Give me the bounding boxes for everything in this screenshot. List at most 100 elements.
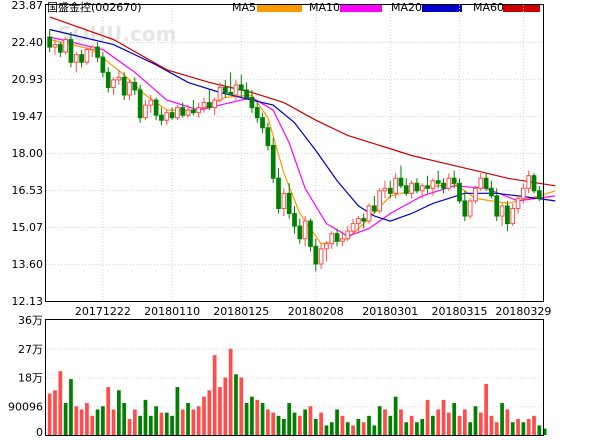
volume-bar (367, 415, 371, 435)
candle (324, 241, 329, 262)
volume-bar (85, 403, 89, 435)
candle (345, 226, 351, 242)
legend-ma10-swatch (340, 4, 382, 12)
candle (494, 188, 500, 222)
candle (446, 173, 452, 191)
volume-bar (196, 406, 201, 435)
candle (276, 168, 281, 214)
price-tick-label: 22.40 (12, 36, 44, 49)
volume-bar (436, 409, 441, 435)
candle (212, 97, 218, 116)
volume-grid (46, 348, 543, 408)
volume-bar (47, 393, 52, 435)
volume-bar (329, 422, 334, 435)
volume-bar (223, 377, 228, 435)
volume-tick-label: 36万 (18, 314, 43, 327)
candle (84, 47, 90, 65)
candle (515, 195, 521, 214)
volume-bar (79, 409, 84, 435)
volume-bar (287, 403, 292, 435)
candle (350, 218, 356, 234)
candle (366, 203, 372, 224)
candle (478, 173, 484, 191)
volume-bar (255, 399, 260, 435)
volume-bar (122, 403, 127, 435)
legend-ma60-swatch (503, 4, 540, 12)
candle (116, 69, 122, 85)
candle (292, 205, 297, 234)
date-axis-labels: 20171222 20180110 20180125 20180208 20180301… (75, 305, 551, 318)
volume-tick-label: 18万 (18, 372, 43, 385)
candle (100, 52, 106, 78)
candle (265, 122, 271, 151)
volume-bar (431, 415, 435, 435)
candle (217, 82, 223, 103)
candle (340, 231, 345, 247)
volume-bar (244, 403, 249, 435)
volume-bar (297, 415, 302, 435)
volume-bar (95, 409, 100, 435)
candle (409, 180, 414, 199)
volume-bar (250, 396, 254, 435)
volume-bar (526, 419, 531, 435)
candle (281, 188, 287, 217)
volume-bar (446, 412, 451, 435)
date-tick-label: 20180329 (495, 305, 551, 318)
price-frame (45, 4, 544, 302)
ma-line-ma5 (49, 38, 556, 245)
candle (377, 188, 383, 214)
candle (175, 105, 180, 121)
date-tick-label: 20180208 (288, 305, 344, 318)
candle (483, 173, 489, 191)
candle (249, 89, 255, 113)
volume-bar (399, 409, 403, 435)
candle (180, 102, 186, 118)
volume-bar (239, 377, 244, 435)
candle (201, 97, 207, 113)
candle (356, 216, 361, 232)
volume-bar (164, 412, 169, 435)
price-tick-label: 15.07 (12, 221, 44, 234)
volume-bar (260, 403, 265, 435)
candle (57, 42, 63, 58)
volume-bar (532, 415, 536, 435)
volume-bar (468, 422, 473, 435)
volume-bar (180, 409, 185, 435)
volume-bar (537, 425, 542, 435)
volume-bar (356, 419, 361, 435)
candle (105, 67, 111, 93)
candle (334, 228, 340, 247)
volume-bar (106, 387, 111, 435)
candle (371, 195, 377, 214)
date-tick-label: 20180110 (144, 305, 200, 318)
volume-bar (303, 409, 308, 435)
candle (137, 84, 143, 123)
volume-bar (351, 425, 355, 435)
volume-bar (143, 399, 148, 435)
volume-bar (159, 412, 164, 435)
price-tick-label: 18.00 (12, 147, 44, 160)
volume-bar (441, 399, 446, 435)
date-tick-label: 20171222 (75, 305, 131, 318)
volume-bar (154, 406, 158, 435)
candle (329, 231, 335, 249)
volume-bar (319, 412, 323, 435)
candle (473, 185, 478, 204)
volume-bar (494, 422, 499, 435)
volume-bar (462, 409, 467, 435)
candle (111, 77, 116, 96)
date-tick-label: 20180301 (362, 305, 418, 318)
candle (393, 173, 398, 199)
candle (47, 29, 53, 53)
candle (435, 170, 441, 189)
candle (132, 77, 138, 96)
candle (382, 180, 388, 199)
candle (308, 218, 313, 252)
volume-bar (415, 422, 419, 435)
candle (505, 200, 510, 232)
candle (228, 72, 233, 96)
volume-bar (207, 390, 212, 435)
candle (387, 180, 393, 199)
volume-bar (489, 415, 494, 435)
candle (457, 178, 462, 204)
